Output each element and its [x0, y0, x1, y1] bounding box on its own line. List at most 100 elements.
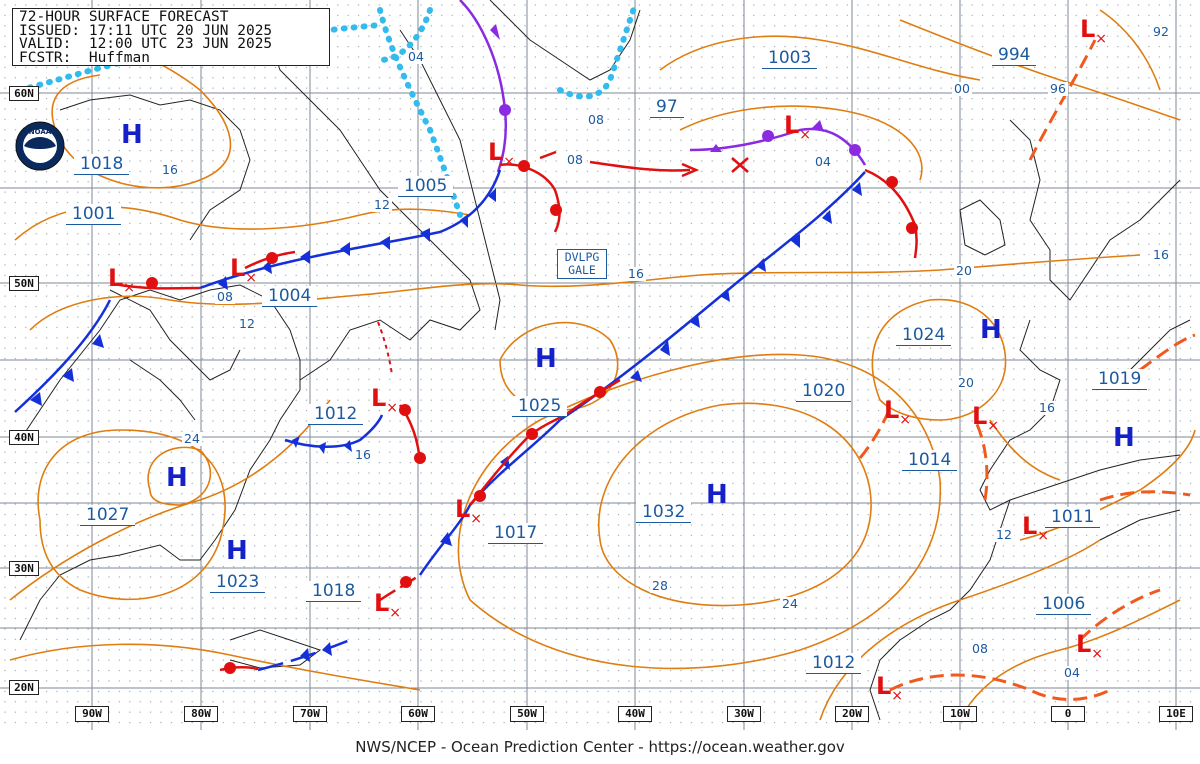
- isobar-label: 08: [215, 289, 235, 304]
- low-letter: L: [784, 111, 800, 139]
- high-pressure-value: 1018: [74, 154, 130, 175]
- isobar-label: 24: [182, 431, 202, 446]
- isobar-label: 08: [586, 112, 606, 127]
- low-symbol: L×: [455, 495, 483, 527]
- low-pressure-value: 1006: [1036, 594, 1092, 615]
- isobar-label: 12: [237, 316, 257, 331]
- forecast-header: 72-HOUR SURFACE FORECAST ISSUED: 17:11 U…: [12, 8, 330, 66]
- low-pressure-value: 1001: [66, 204, 122, 225]
- gale-line-1: DVLPG: [564, 250, 600, 264]
- troughs: [858, 39, 1196, 701]
- lon-label-0: 0: [1051, 706, 1085, 722]
- isobar-label: 28: [650, 578, 670, 593]
- occluded-front: [459, 0, 867, 173]
- lat-label-30n: 30N: [9, 561, 39, 576]
- low-letter: L: [230, 254, 246, 282]
- isobar-label: 04: [406, 49, 426, 64]
- low-letter: L: [108, 264, 124, 292]
- lat-label-50n: 50N: [9, 276, 39, 291]
- high-pressure-value: 1025: [512, 396, 568, 417]
- low-letter: L: [1022, 512, 1038, 540]
- low-symbol: L×: [108, 264, 136, 296]
- gale-line-2: GALE: [568, 263, 596, 277]
- issued-time: ISSUED: 17:11 UTC 20 JUN 2025: [19, 22, 273, 39]
- high-symbol: H: [1113, 423, 1135, 453]
- isobar-label: 16: [1037, 400, 1057, 415]
- footer-credit: NWS/NCEP - Ocean Prediction Center - htt…: [355, 738, 845, 756]
- lon-label-30w: 30W: [727, 706, 761, 722]
- low-letter: L: [972, 402, 988, 430]
- high-symbol: H: [535, 344, 557, 374]
- isobar-label: 16: [353, 447, 373, 462]
- low-symbol: L×: [784, 111, 812, 143]
- lon-label-10w: 10W: [943, 706, 977, 722]
- noaa-logo: NOAA: [15, 121, 65, 171]
- isobar-label: 12: [372, 197, 392, 212]
- high-pressure-value: 1023: [210, 572, 266, 593]
- low-pressure-value: 97: [650, 97, 684, 118]
- svg-text:NOAA: NOAA: [29, 128, 52, 136]
- valid-time: VALID: 12:00 UTC 23 JUN 2025: [19, 36, 273, 52]
- isobar-label: 04: [813, 154, 833, 169]
- low-symbol: L×: [374, 589, 402, 621]
- low-symbol: L×: [876, 672, 904, 704]
- high-pressure-value: 1019: [1092, 369, 1148, 390]
- low-symbol: L×: [972, 402, 1000, 434]
- low-pressure-value: 1018: [306, 581, 362, 602]
- low-pressure-value: 1003: [762, 48, 818, 69]
- lon-label-70w: 70W: [293, 706, 327, 722]
- isobar-label: 92: [1151, 24, 1171, 39]
- lat-label-60n: 60N: [9, 86, 39, 101]
- isobar-label: 16: [626, 266, 646, 281]
- low-pressure-value: 1004: [262, 286, 318, 307]
- low-letter: L: [455, 495, 471, 523]
- high-symbol: H: [706, 480, 728, 510]
- lon-label-90w: 90W: [75, 706, 109, 722]
- low-letter: L: [876, 672, 892, 700]
- low-pressure-value: 1020: [796, 381, 852, 402]
- isobar-label: 20: [954, 263, 974, 278]
- lon-label-20w: 20W: [835, 706, 869, 722]
- isobar-label: 00: [952, 81, 972, 96]
- lon-label-60w: 60W: [401, 706, 435, 722]
- isobar-label: 24: [780, 596, 800, 611]
- low-letter: L: [884, 396, 900, 424]
- lat-label-20n: 20N: [9, 680, 39, 695]
- low-pressure-value: 1017: [488, 523, 544, 544]
- isobar-label: 16: [160, 162, 180, 177]
- high-symbol: H: [121, 120, 143, 150]
- low-pressure-value: 1005: [398, 176, 454, 197]
- low-symbol: L×: [371, 384, 399, 416]
- forecast-title: 72-HOUR SURFACE FORECAST: [19, 9, 229, 25]
- cold-fronts: [14, 169, 866, 672]
- lat-lon-dot-grid: [0, 0, 1200, 730]
- low-symbol: L×: [488, 138, 516, 170]
- low-symbol: L×: [1076, 630, 1104, 662]
- developing-gale-box: DVLPG GALE: [557, 249, 607, 279]
- warm-fronts: [119, 150, 918, 674]
- low-symbol: L×: [884, 396, 912, 428]
- low-pressure-value: 1011: [1045, 507, 1101, 528]
- low-letter: L: [374, 589, 390, 617]
- lon-label-80w: 80W: [184, 706, 218, 722]
- high-symbol: H: [980, 315, 1002, 345]
- low-symbol: L×: [230, 254, 258, 286]
- low-pressure-value: 1012: [806, 653, 862, 674]
- isobar-label: 08: [565, 152, 585, 167]
- forecaster: FCSTR: Huffman: [19, 49, 150, 66]
- low-letter: L: [371, 384, 387, 412]
- lon-label-10e: 10E: [1159, 706, 1193, 722]
- low-letter: L: [1080, 15, 1096, 43]
- high-pressure-value: 1027: [80, 505, 136, 526]
- isobar-label: 20: [956, 375, 976, 390]
- low-symbol: L×: [1080, 15, 1108, 47]
- low-pressure-value: 1014: [902, 450, 958, 471]
- low-pressure-value: 994: [992, 45, 1037, 66]
- low-symbol: L×: [1022, 512, 1050, 544]
- high-pressure-value: 1024: [896, 325, 952, 346]
- isobar-label: 96: [1048, 81, 1068, 96]
- isobar-label: 08: [970, 641, 990, 656]
- isobar-label: 16: [1151, 247, 1171, 262]
- low-letter: L: [488, 138, 504, 166]
- high-pressure-value: 1032: [636, 502, 692, 523]
